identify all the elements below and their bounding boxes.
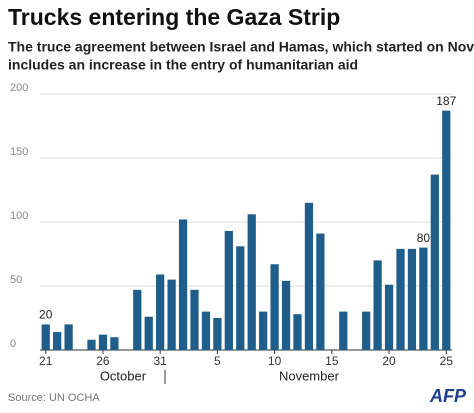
y-tick-label: 150 — [10, 146, 28, 158]
bar — [167, 279, 176, 350]
x-tick-label: 20 — [382, 354, 396, 368]
bar — [339, 311, 348, 350]
data-label: 20 — [39, 308, 53, 322]
bar — [442, 110, 451, 350]
x-tick-label: 21 — [39, 354, 53, 368]
month-label: November — [279, 368, 340, 383]
bar — [87, 339, 96, 350]
bar — [293, 314, 302, 350]
x-tick-label: 5 — [214, 354, 221, 368]
bar — [213, 318, 222, 350]
data-label: 187 — [436, 94, 456, 108]
bar — [419, 247, 428, 350]
bar — [224, 230, 233, 350]
x-tick-label: 31 — [153, 354, 167, 368]
subtitle: The truce agreement between Israel and H… — [8, 39, 474, 55]
bar — [156, 274, 165, 350]
bar — [316, 233, 325, 350]
bar — [201, 311, 211, 350]
bar — [259, 311, 268, 350]
bar — [190, 289, 199, 350]
y-tick-label: 50 — [10, 274, 22, 286]
source: Source: UN OCHA — [8, 392, 100, 404]
bar — [270, 264, 279, 350]
bar — [304, 202, 314, 350]
bar — [64, 324, 73, 350]
x-tick-label: 15 — [325, 354, 339, 368]
bar — [281, 280, 291, 350]
bar — [110, 337, 119, 350]
bar — [396, 248, 405, 350]
data-label: 80 — [417, 231, 431, 245]
x-tick-label: 26 — [96, 354, 110, 368]
bar — [144, 316, 153, 350]
y-tick-label: 0 — [10, 338, 16, 350]
y-tick-label: 100 — [10, 210, 28, 222]
bar — [41, 324, 50, 350]
subtitle: includes an increase in the entry of hum… — [8, 57, 358, 73]
bar — [384, 284, 394, 350]
bar — [178, 219, 188, 350]
bar — [133, 289, 142, 350]
bar — [98, 334, 108, 350]
bar — [407, 248, 417, 350]
month-label: October — [100, 368, 147, 383]
bar — [362, 311, 371, 350]
bar — [247, 214, 256, 350]
x-tick-label: 10 — [268, 354, 282, 368]
bar — [430, 174, 439, 350]
bar — [53, 332, 62, 350]
logo: AFP — [429, 386, 467, 406]
bar — [373, 260, 382, 350]
y-tick-label: 200 — [10, 82, 28, 94]
chart-title: Trucks entering the Gaza Strip — [8, 4, 340, 30]
bar — [236, 246, 245, 350]
x-tick-label: 25 — [440, 354, 454, 368]
